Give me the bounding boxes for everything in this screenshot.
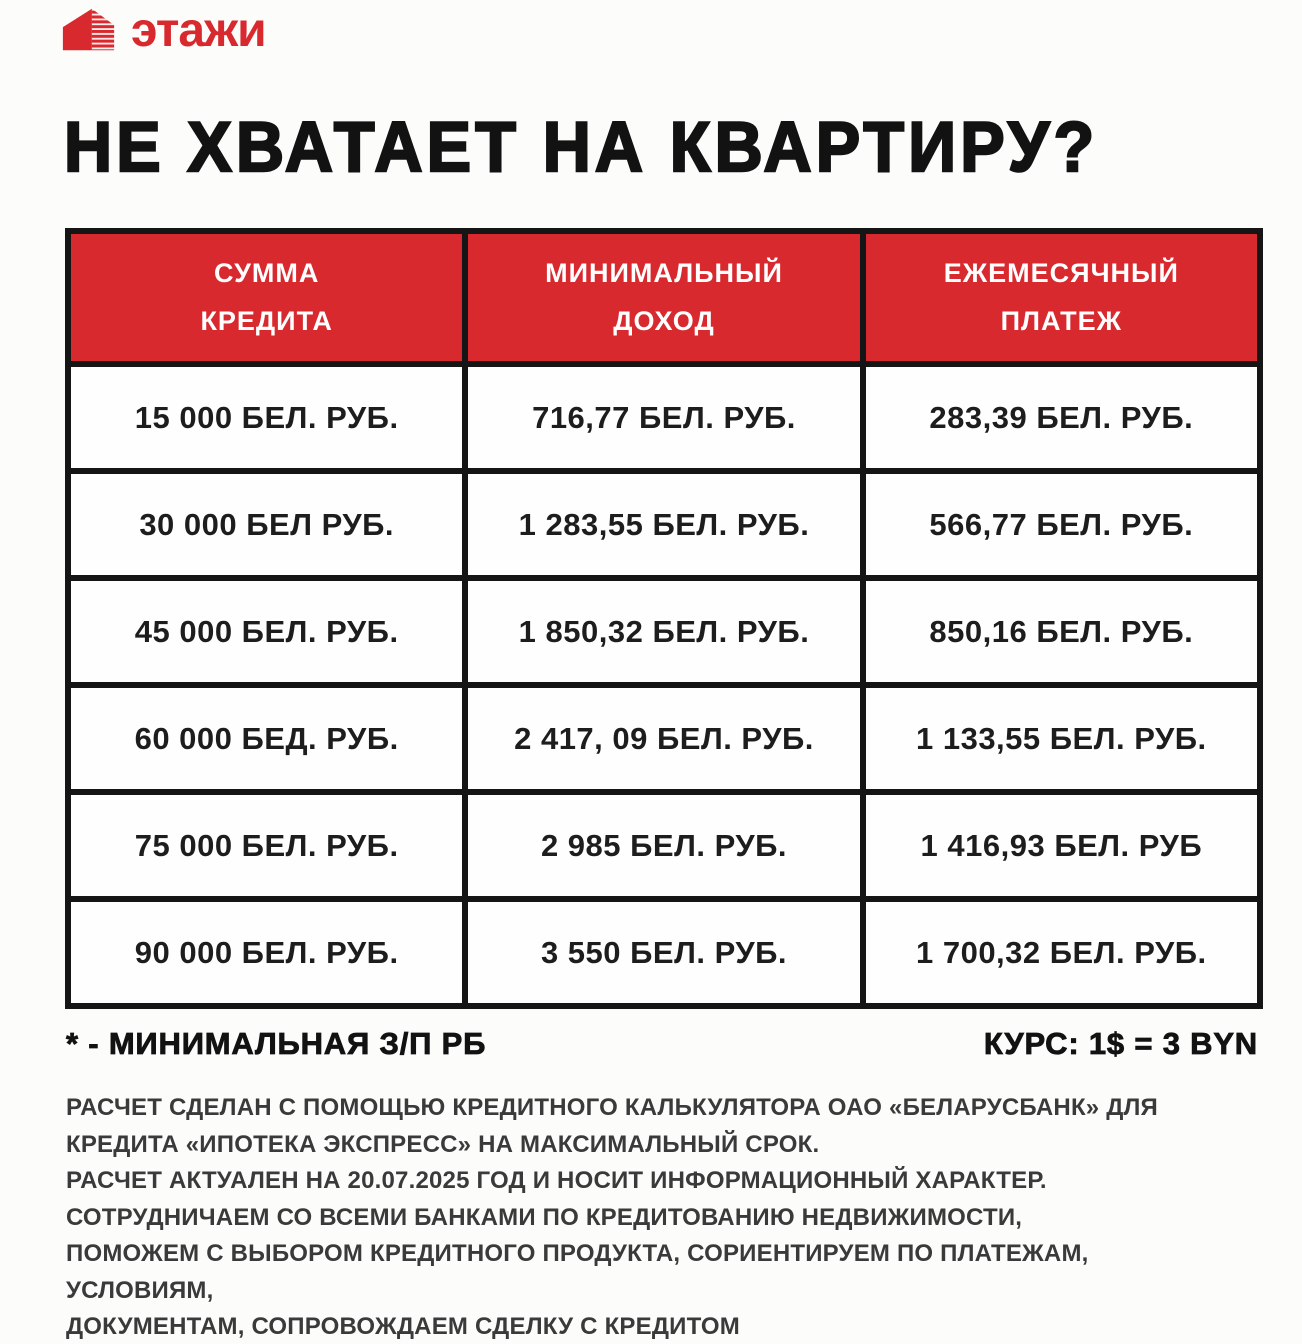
brand-name: этажи xyxy=(131,4,267,57)
table-cell: 60 000 БЕД. РУБ. xyxy=(64,682,469,795)
disclaimer-line: РАСЧЕТ АКТУАЛЕН НА 20.07.2025 ГОД И НОСИ… xyxy=(66,1167,1047,1194)
header-line: СУММА xyxy=(213,258,320,289)
table-cell: 15 000 БЕЛ. РУБ. xyxy=(64,361,469,474)
table-cell: 90 000 БЕЛ. РУБ. xyxy=(64,896,469,1009)
table-row: 45 000 БЕЛ. РУБ. 1 850,32 БЕЛ. РУБ. 850,… xyxy=(64,575,1264,688)
column-header-min-income: МИНИМАЛЬНЫЙ ДОХОД xyxy=(462,228,866,367)
table-cell: 566,77 БЕЛ. РУБ. xyxy=(859,468,1264,581)
table-cell: 1 283,55 БЕЛ. РУБ. xyxy=(462,468,866,581)
table-cell: 3 550 БЕЛ. РУБ. xyxy=(462,896,866,1009)
brand-logo: этажи xyxy=(60,4,267,57)
table-row: 30 000 БЕЛ РУБ. 1 283,55 БЕЛ. РУБ. 566,7… xyxy=(64,468,1264,581)
table-cell: 2 985 БЕЛ. РУБ. xyxy=(462,789,866,902)
disclaimer-line: РАСЧЕТ СДЕЛАН С ПОМОЩЬЮ КРЕДИТНОГО КАЛЬК… xyxy=(66,1094,1159,1121)
table-cell: 1 133,55 БЕЛ. РУБ. xyxy=(859,682,1264,795)
table-cell: 283,39 БЕЛ. РУБ. xyxy=(859,361,1264,474)
disclaimer-line: СОТРУДНИЧАЕМ СО ВСЕМИ БАНКАМИ ПО КРЕДИТО… xyxy=(66,1203,1023,1231)
table-row: 60 000 БЕД. РУБ. 2 417, 09 БЕЛ. РУБ. 1 1… xyxy=(64,682,1264,795)
footnote-exchange-rate: КУРС: 1$ = 3 BYN xyxy=(983,1026,1258,1062)
disclaimer-line: УСЛОВИЯМ, xyxy=(66,1276,214,1304)
header-line: ДОХОД xyxy=(613,305,715,336)
disclaimer-text: РАСЧЕТ СДЕЛАН С ПОМОЩЬЮ КРЕДИТНОГО КАЛЬК… xyxy=(66,1090,1256,1344)
header-line: МИНИМАЛЬНЫЙ xyxy=(545,258,783,289)
table-cell: 1 700,32 БЕЛ. РУБ. xyxy=(859,896,1264,1009)
disclaimer-line: КРЕДИТА «ИПОТЕКА ЭКСПРЕСС» НА МАКСИМАЛЬН… xyxy=(66,1130,820,1158)
table-cell: 1 416,93 БЕЛ. РУБ xyxy=(859,789,1264,902)
table-cell: 30 000 БЕЛ РУБ. xyxy=(64,468,469,581)
table-cell: 45 000 БЕЛ. РУБ. xyxy=(64,575,469,688)
table-cell: 75 000 БЕЛ. РУБ. xyxy=(64,789,469,902)
footnote-row: * - МИНИМАЛЬНАЯ З/П РБ КУРС: 1$ = 3 BYN xyxy=(66,1026,1258,1062)
table-row: 75 000 БЕЛ. РУБ. 2 985 БЕЛ. РУБ. 1 416,9… xyxy=(64,789,1264,902)
disclaimer-line: ДОКУМЕНТАМ, СОПРОВОЖДАЕМ СДЕЛКУ С КРЕДИТ… xyxy=(66,1313,740,1340)
disclaimer-line: ПОМОЖЕМ С ВЫБОРОМ КРЕДИТНОГО ПРОДУКТА, С… xyxy=(66,1240,1089,1267)
column-header-monthly-payment: ЕЖЕМЕСЯЧНЫЙ ПЛАТЕЖ xyxy=(859,228,1264,367)
header-line: ЕЖЕМЕСЯЧНЫЙ xyxy=(943,258,1179,289)
table-cell: 1 850,32 БЕЛ. РУБ. xyxy=(462,575,866,688)
table-cell: 716,77 БЕЛ. РУБ. xyxy=(462,361,866,474)
building-floors-icon xyxy=(62,8,115,51)
column-header-credit-sum: СУММА КРЕДИТА xyxy=(64,228,469,367)
credit-table-wrap: СУММА КРЕДИТА МИНИМАЛЬНЫЙ ДОХОД ЕЖЕМЕСЯЧ… xyxy=(64,228,1264,1009)
credit-table: СУММА КРЕДИТА МИНИМАЛЬНЫЙ ДОХОД ЕЖЕМЕСЯЧ… xyxy=(64,228,1264,1009)
header-line: КРЕДИТА xyxy=(200,305,333,336)
footnote-min-salary: * - МИНИМАЛЬНАЯ З/П РБ xyxy=(66,1026,487,1062)
table-cell: 2 417, 09 БЕЛ. РУБ. xyxy=(462,682,866,795)
table-cell: 850,16 БЕЛ. РУБ. xyxy=(859,575,1264,688)
table-row: 90 000 БЕЛ. РУБ. 3 550 БЕЛ. РУБ. 1 700,3… xyxy=(64,896,1264,1009)
header-line: ПЛАТЕЖ xyxy=(1000,305,1123,336)
headline: НЕ ХВАТАЕТ НА КВАРТИРУ? xyxy=(63,106,1099,188)
table-header-row: СУММА КРЕДИТА МИНИМАЛЬНЫЙ ДОХОД ЕЖЕМЕСЯЧ… xyxy=(64,228,1264,367)
table-row: 15 000 БЕЛ. РУБ. 716,77 БЕЛ. РУБ. 283,39… xyxy=(64,361,1264,474)
